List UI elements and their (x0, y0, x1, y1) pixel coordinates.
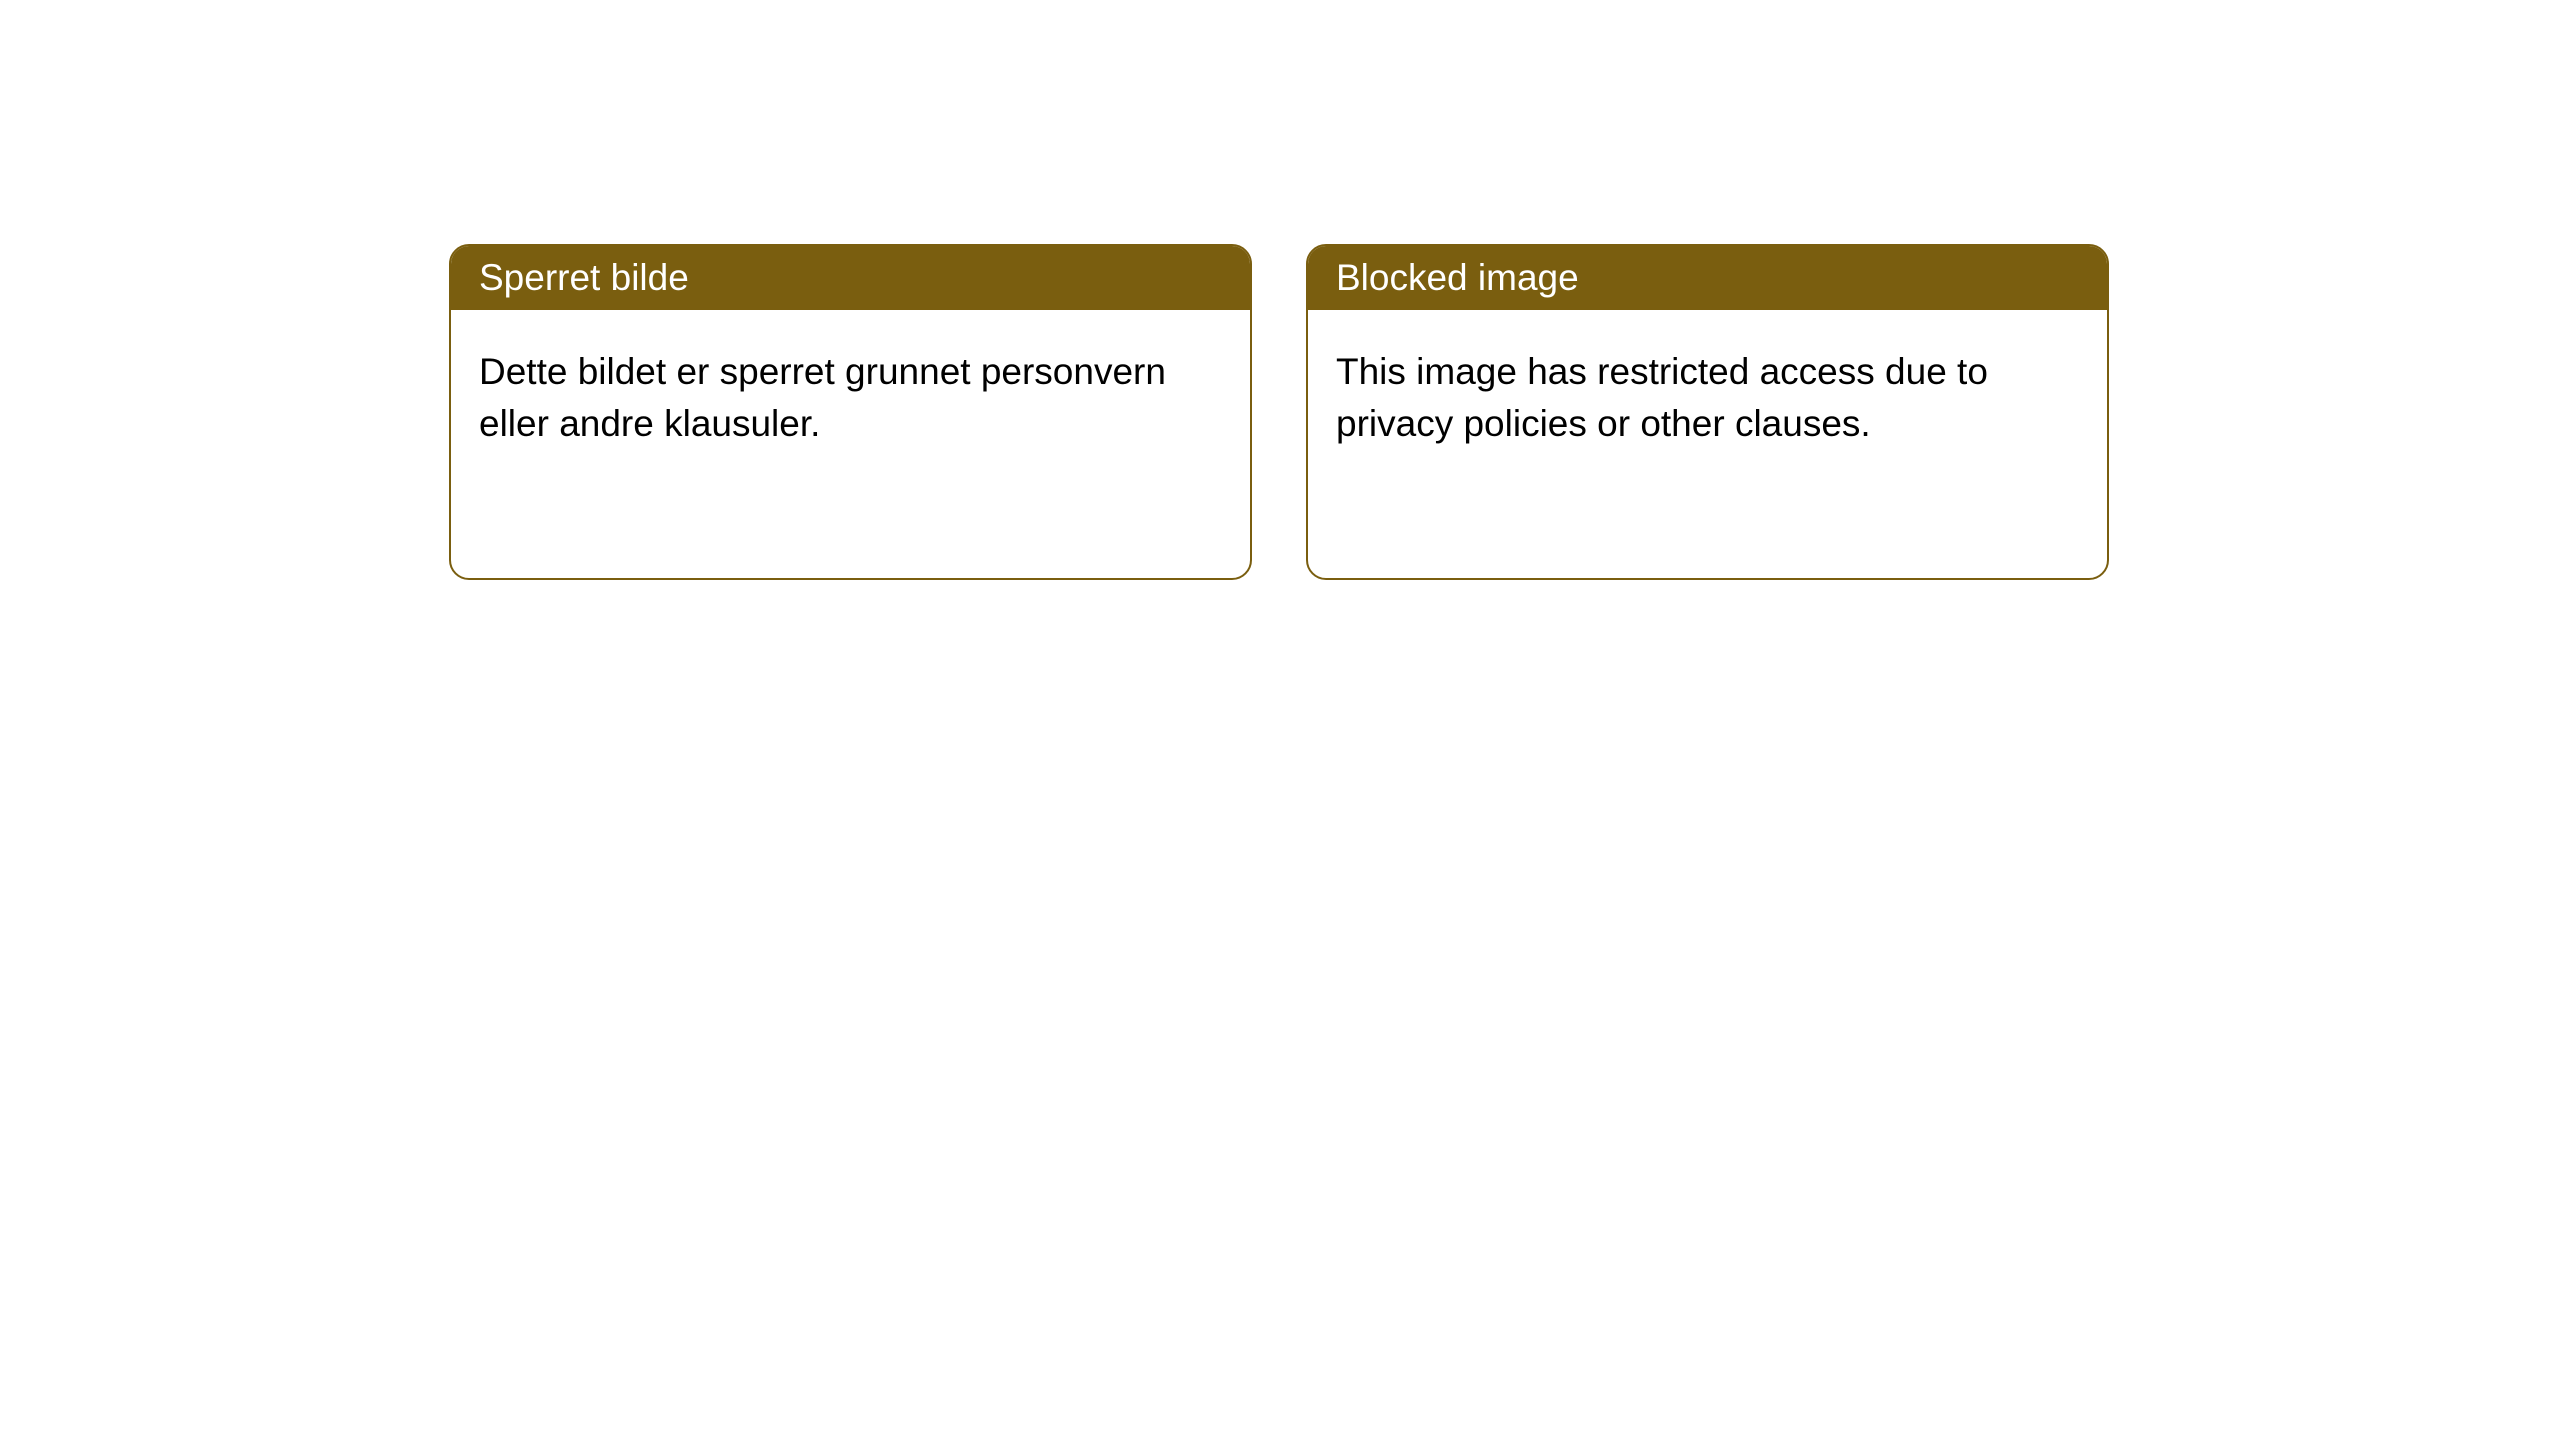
notice-card-english: Blocked image This image has restricted … (1306, 244, 2109, 580)
notice-card-text: This image has restricted access due to … (1336, 351, 1988, 444)
notice-card-body: This image has restricted access due to … (1308, 310, 2107, 486)
notice-card-body: Dette bildet er sperret grunnet personve… (451, 310, 1250, 486)
notice-card-norwegian: Sperret bilde Dette bildet er sperret gr… (449, 244, 1252, 580)
notice-card-text: Dette bildet er sperret grunnet personve… (479, 351, 1166, 444)
notice-card-header: Blocked image (1308, 246, 2107, 310)
notice-card-title: Blocked image (1336, 257, 1579, 298)
notice-cards-container: Sperret bilde Dette bildet er sperret gr… (449, 244, 2109, 580)
notice-card-header: Sperret bilde (451, 246, 1250, 310)
notice-card-title: Sperret bilde (479, 257, 689, 298)
